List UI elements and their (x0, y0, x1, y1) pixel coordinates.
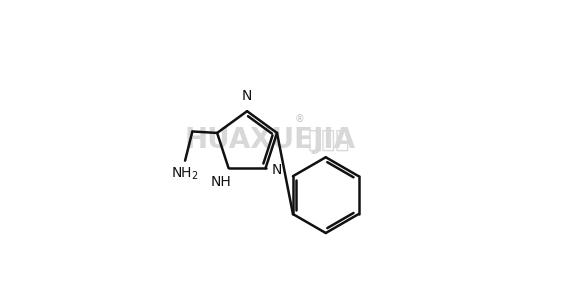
Text: N: N (272, 162, 282, 177)
Text: N: N (242, 89, 252, 103)
Text: ®: ® (295, 114, 304, 124)
Text: NH$_2$: NH$_2$ (171, 166, 198, 182)
Text: HUAXUEJIA: HUAXUEJIA (184, 126, 356, 154)
Text: 化学加: 化学加 (308, 128, 350, 152)
Text: NH: NH (211, 176, 232, 189)
